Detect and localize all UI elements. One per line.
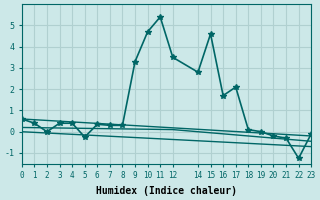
X-axis label: Humidex (Indice chaleur): Humidex (Indice chaleur) (96, 186, 237, 196)
